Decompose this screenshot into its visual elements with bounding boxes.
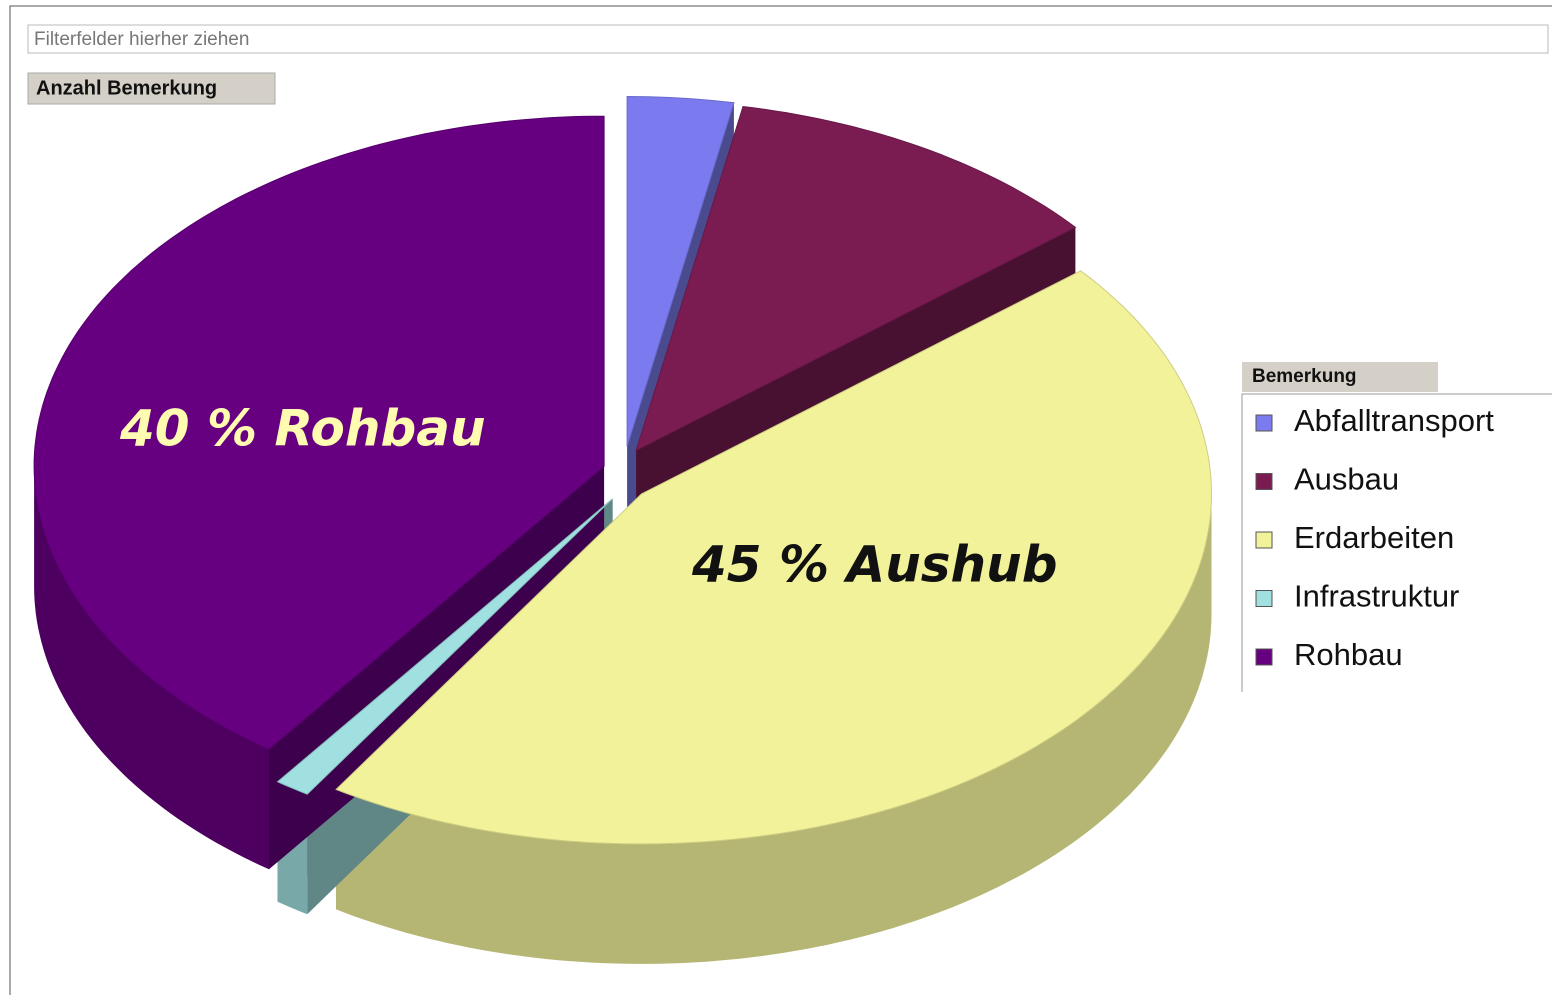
legend: Abfalltransport Ausbau Erdarbeiten Infrastr… (1255, 403, 1494, 672)
legend-swatch (1255, 531, 1273, 549)
pie-slice (335, 270, 1213, 845)
slice-side (34, 466, 269, 870)
pie-slice (33, 115, 605, 750)
legend-field-button[interactable] (1242, 362, 1438, 392)
legend-label: Abfalltransport (1294, 403, 1494, 438)
pie-slice (626, 95, 735, 447)
legend-swatch (1255, 414, 1273, 432)
pie-slice (276, 498, 613, 795)
pie (33, 95, 1213, 964)
filter-hint: Filterfelder hierher ziehen (34, 29, 249, 50)
legend-swatch (1255, 473, 1273, 490)
legend-label: Ausbau (1294, 462, 1399, 497)
data-field-button[interactable] (27, 72, 276, 105)
legend-label: Infrastruktur (1294, 579, 1459, 614)
legend-swatch (1255, 590, 1273, 607)
legend-label: Erdarbeiten (1294, 520, 1454, 555)
legend-box (1241, 393, 1552, 692)
slice-side (336, 493, 1212, 964)
annotation: 45 % Aushub (691, 536, 1058, 594)
chart-title: Anzahl Bemerkung (36, 77, 217, 99)
pie-slice (635, 106, 1077, 452)
legend-swatch (1255, 648, 1273, 666)
legend-label: Rohbau (1294, 637, 1403, 672)
filter-drop-zone[interactable] (27, 24, 1549, 54)
annotation: 40 % Rohbau (119, 400, 486, 458)
legend-title: Bemerkung (1252, 366, 1357, 387)
